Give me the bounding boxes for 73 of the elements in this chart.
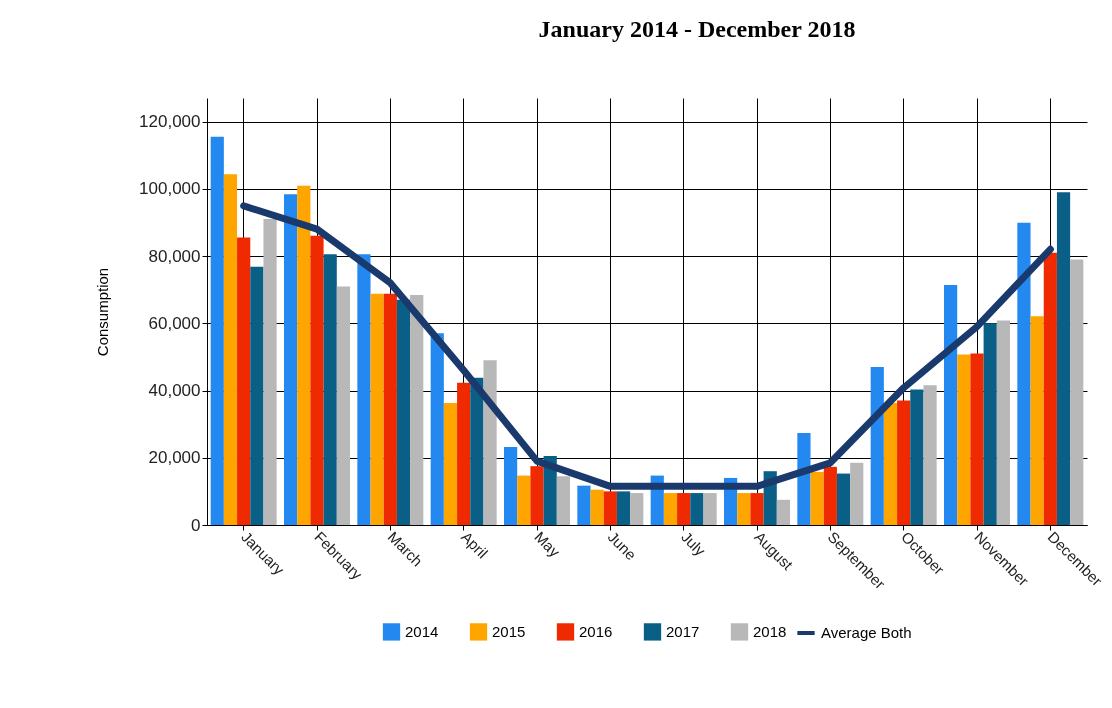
bar xyxy=(430,333,444,525)
y-tick-label: 60,000 xyxy=(148,313,201,333)
bar xyxy=(996,320,1010,525)
bar xyxy=(1056,192,1071,525)
bar xyxy=(983,323,997,525)
bar xyxy=(237,237,251,525)
bar xyxy=(470,377,484,525)
bar xyxy=(223,174,238,525)
y-tick-label: 20,000 xyxy=(148,448,201,468)
bar xyxy=(690,493,704,525)
bar xyxy=(944,284,958,525)
bar xyxy=(703,493,717,525)
bar xyxy=(556,476,570,525)
y-tick-label: 0 xyxy=(191,515,201,535)
bar xyxy=(603,491,617,525)
bar xyxy=(750,493,764,525)
bar xyxy=(776,499,790,525)
bar xyxy=(517,475,531,525)
bar xyxy=(263,219,277,525)
x-tick-label: July xyxy=(678,528,710,560)
bar xyxy=(504,447,518,525)
bar xyxy=(883,402,898,525)
bar xyxy=(836,473,851,525)
bar xyxy=(457,382,471,525)
legend-label: 2014 xyxy=(405,622,439,640)
bar xyxy=(850,462,864,525)
bar xyxy=(616,491,631,525)
bar xyxy=(530,466,544,525)
bar xyxy=(210,136,224,525)
bar xyxy=(1070,259,1084,525)
bar xyxy=(737,493,751,525)
bar xyxy=(336,286,350,525)
bar xyxy=(577,485,591,525)
bar xyxy=(1030,316,1044,525)
bar xyxy=(957,354,971,525)
bar xyxy=(297,185,311,525)
legend-label: 2018 xyxy=(753,622,787,640)
bar xyxy=(284,194,298,525)
bar xyxy=(630,493,644,525)
bar xyxy=(383,293,397,525)
y-tick-label: 100,000 xyxy=(139,179,201,199)
chart-title: January 2014 - December 2018 xyxy=(538,16,856,42)
bar xyxy=(310,235,324,525)
bar xyxy=(1043,252,1057,525)
bar xyxy=(396,299,411,525)
x-tick-label: April xyxy=(458,528,492,562)
bar xyxy=(910,389,924,525)
bar xyxy=(810,471,824,525)
y-axis-title: Consumption xyxy=(94,267,112,357)
bar xyxy=(370,293,384,525)
bar xyxy=(677,493,691,525)
bar xyxy=(323,254,337,525)
y-tick-label: 40,000 xyxy=(148,381,201,401)
bar xyxy=(410,295,424,525)
bar xyxy=(870,366,884,525)
legend-label: 2017 xyxy=(666,622,700,640)
bar xyxy=(970,353,984,525)
bar xyxy=(357,254,371,525)
bar xyxy=(797,432,811,525)
bar xyxy=(897,400,911,525)
legend-label: Average Both xyxy=(821,624,912,641)
y-tick-label: 120,000 xyxy=(139,112,201,132)
legend-label: 2016 xyxy=(579,622,613,640)
legend-label: 2015 xyxy=(492,622,526,640)
bar xyxy=(1017,222,1031,525)
bar xyxy=(250,266,264,525)
bar xyxy=(663,493,678,525)
bar xyxy=(823,466,837,525)
bar xyxy=(443,402,458,525)
y-tick-label: 80,000 xyxy=(148,246,201,266)
bar xyxy=(923,385,937,525)
bar xyxy=(483,360,497,525)
bar xyxy=(590,489,604,525)
